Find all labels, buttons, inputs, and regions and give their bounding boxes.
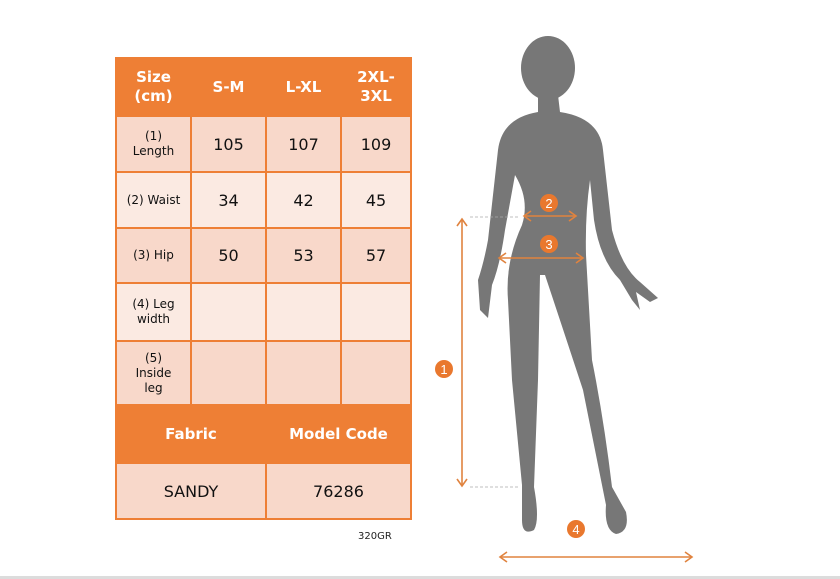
marker-4: 4: [567, 520, 585, 538]
info-row: SANDY 76286: [115, 462, 412, 520]
header-s-m: S-M: [190, 57, 267, 117]
cell: [340, 282, 412, 342]
row-label: (2) Waist: [115, 171, 192, 229]
header-size: Size (cm): [115, 57, 192, 117]
svg-text:4: 4: [572, 522, 579, 537]
cell: 57: [340, 227, 412, 284]
header-2xl-3xl: 2XL-3XL: [340, 57, 412, 117]
table-row: (1) Length 105 107 109: [115, 115, 412, 173]
cell: [265, 282, 342, 342]
cell: 105: [190, 115, 267, 173]
svg-text:1: 1: [440, 362, 447, 377]
marker-3: 3: [540, 235, 558, 253]
cell: 53: [265, 227, 342, 284]
row-label: (4) Leg width: [115, 282, 192, 342]
table-row: (3) Hip 50 53 57: [115, 227, 412, 284]
cell: 34: [190, 171, 267, 229]
fabric-weight-label: 320GR: [358, 531, 392, 542]
cell: [265, 340, 342, 406]
header-row: Size (cm) S-M L-XL 2XL-3XL: [115, 57, 412, 117]
svg-text:2: 2: [545, 196, 552, 211]
female-silhouette: [478, 36, 658, 534]
measure-lines: [456, 210, 694, 563]
table-row: (2) Waist 34 42 45: [115, 171, 412, 229]
row-label: (3) Hip: [115, 227, 192, 284]
header-l-xl: L-XL: [265, 57, 342, 117]
cell: 45: [340, 171, 412, 229]
fabric-value: SANDY: [115, 462, 267, 520]
cell: 50: [190, 227, 267, 284]
table-row: (4) Leg width: [115, 282, 412, 342]
cell: 107: [265, 115, 342, 173]
svg-text:3: 3: [545, 237, 552, 252]
model-code-value: 76286: [265, 462, 412, 520]
cell: 109: [340, 115, 412, 173]
cell: [340, 340, 412, 406]
header-fabric: Fabric: [115, 404, 267, 464]
marker-1: 1: [435, 360, 453, 378]
cell: [190, 282, 267, 342]
cell: 42: [265, 171, 342, 229]
table-row: (5) Inside leg: [115, 340, 412, 406]
row-label: (1) Length: [115, 115, 192, 173]
marker-2: 2: [540, 194, 558, 212]
info-header-row: Fabric Model Code: [115, 404, 412, 464]
header-model-code: Model Code: [265, 404, 412, 464]
cell: [190, 340, 267, 406]
size-chart-table: Size (cm) S-M L-XL 2XL-3XL (1) Length 10…: [115, 57, 412, 520]
bottom-divider: [0, 576, 840, 579]
row-label: (5) Inside leg: [115, 340, 192, 406]
